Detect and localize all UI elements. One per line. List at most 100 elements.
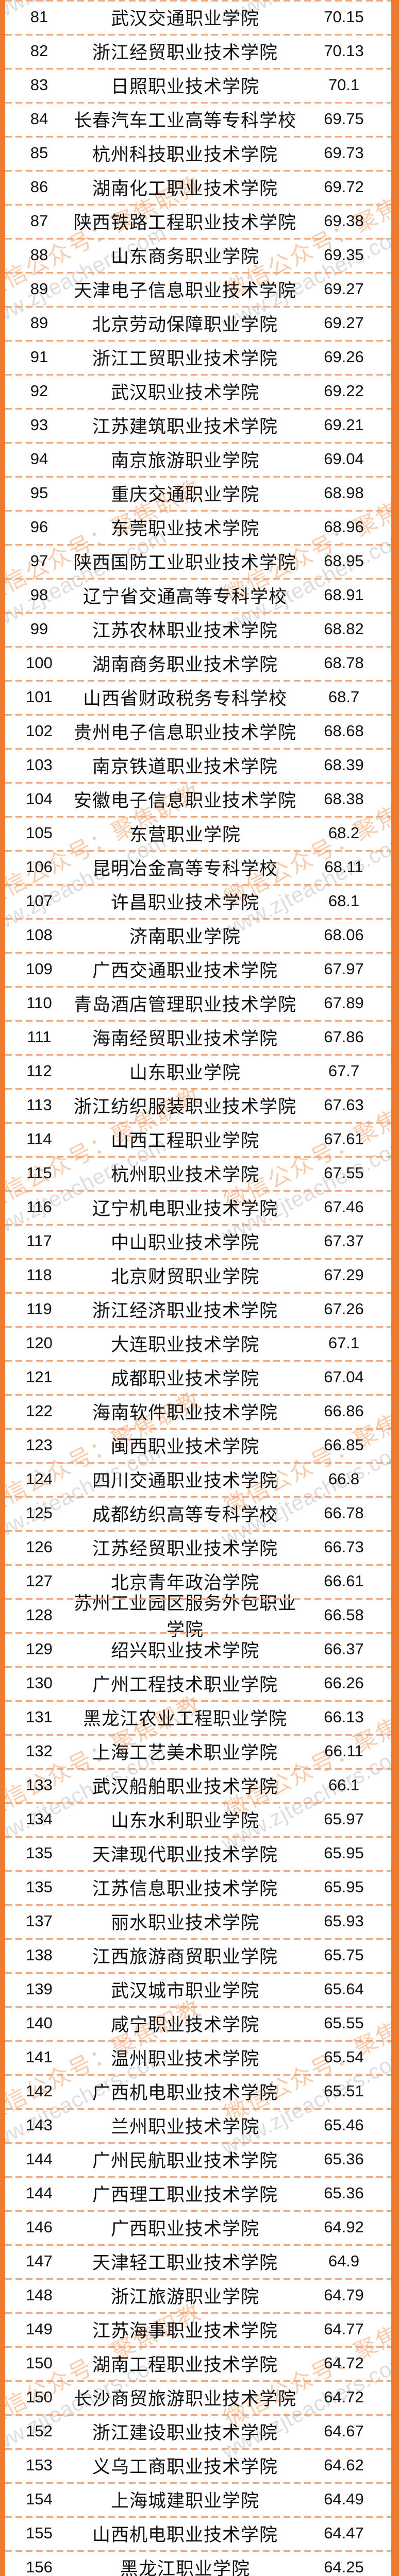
rank-cell: 137 [26, 1912, 53, 1930]
rank-cell: 144 [26, 2150, 53, 2168]
rank-cell: 114 [26, 1130, 52, 1148]
table-row: 113 浙江纺织服装职业技术学院 67.63 [5, 1088, 391, 1122]
rank-cell: 84 [30, 110, 48, 128]
college-name-cell: 成都纺织高等专科学校 [92, 1504, 278, 1525]
score-cell: 64.67 [324, 2422, 364, 2440]
table-row: 140 咸宁职业技术学院 65.55 [5, 2006, 391, 2040]
rank-cell: 125 [26, 1504, 53, 1522]
college-name-cell: 义乌工商职业技术学院 [92, 2456, 278, 2477]
rank-cell: 115 [26, 1164, 52, 1182]
score-cell: 64.92 [324, 2218, 364, 2236]
table-row: 148 浙江旅游职业学院 64.79 [5, 2278, 391, 2312]
rank-cell: 147 [26, 2252, 53, 2270]
score-cell: 66.11 [324, 1742, 363, 1760]
score-cell: 66.86 [324, 1402, 364, 1420]
table-row: 146 广西职业技术学院 64.92 [5, 2210, 391, 2244]
college-name-cell: 北京财贸职业学院 [110, 1266, 259, 1287]
rank-cell: 133 [26, 1776, 53, 1794]
college-name-cell: 绍兴职业技术学院 [110, 1640, 259, 1661]
score-cell: 67.55 [324, 1164, 364, 1182]
table-row: 131 黑龙江农业工程职业学院 66.13 [5, 1700, 391, 1734]
college-name-cell: 天津现代职业技术学院 [92, 1844, 278, 1865]
score-cell: 65.97 [324, 1810, 364, 1828]
score-cell: 64.72 [324, 2388, 364, 2406]
score-cell: 66.73 [324, 1538, 364, 1556]
score-cell: 67.89 [324, 994, 364, 1012]
score-cell: 67.63 [324, 1096, 364, 1114]
score-cell: 64.25 [324, 2558, 364, 2576]
rank-cell: 123 [26, 1436, 53, 1454]
rank-cell: 140 [26, 2014, 53, 2032]
table-row: 105 东营职业学院 68.2 [5, 816, 391, 850]
rank-cell: 82 [30, 42, 48, 60]
rank-cell: 86 [30, 178, 48, 196]
table-row: 134 山东水利职业学院 65.97 [5, 1802, 391, 1836]
college-name-cell: 长沙商贸旅游职业技术学院 [73, 2388, 296, 2409]
college-name-cell: 大连职业技术学院 [110, 1334, 259, 1355]
score-cell: 68.91 [324, 586, 364, 604]
score-cell: 64.49 [324, 2490, 364, 2508]
college-name-cell: 黑龙江职业学院 [120, 2558, 250, 2576]
score-cell: 64.79 [324, 2286, 364, 2304]
score-cell: 64.47 [324, 2524, 364, 2542]
college-name-cell: 江苏信息职业技术学院 [92, 1878, 278, 1899]
rank-cell: 113 [26, 1096, 52, 1114]
score-cell: 64.72 [324, 2354, 364, 2372]
college-name-cell: 安徽电子信息职业技术学院 [73, 790, 296, 811]
score-cell: 65.36 [324, 2150, 364, 2168]
college-name-cell: 青岛酒店管理职业技术学院 [73, 994, 296, 1015]
table-row: 126 江苏经贸职业技术学院 66.73 [5, 1530, 391, 1564]
college-name-cell: 山西工程职业学院 [110, 1130, 259, 1151]
rank-cell: 106 [26, 858, 53, 876]
college-name-cell: 广州民航职业技术学院 [92, 2150, 278, 2171]
table-row: 115 杭州职业技术学院 67.55 [5, 1156, 391, 1190]
college-name-cell: 北京青年政治学院 [110, 1572, 259, 1593]
score-cell: 68.96 [324, 518, 364, 536]
table-row: 123 闽西职业技术学院 66.85 [5, 1428, 391, 1462]
rank-cell: 89 [30, 314, 48, 332]
rank-cell: 98 [30, 586, 48, 604]
rank-cell: 154 [26, 2490, 53, 2508]
college-name-cell: 武汉船舶职业技术学院 [92, 1776, 278, 1797]
score-cell: 66.26 [324, 1674, 364, 1692]
score-cell: 70.1 [328, 76, 360, 94]
score-cell: 68.95 [324, 552, 364, 570]
score-cell: 67.26 [324, 1300, 364, 1318]
college-name-cell: 陕西铁路工程职业技术学院 [73, 212, 296, 233]
college-name-cell: 广西机电职业技术学院 [92, 2082, 278, 2103]
table-row: 108 济南职业学院 68.06 [5, 918, 391, 952]
score-cell: 65.95 [324, 1878, 364, 1896]
score-cell: 69.27 [324, 280, 364, 298]
table-row: 95 重庆交通职业学院 68.98 [5, 476, 391, 510]
college-name-cell: 贵州电子信息职业技术学院 [73, 722, 296, 743]
table-row: 111 海南经贸职业技术学院 67.86 [5, 1020, 391, 1054]
rank-cell: 94 [30, 450, 48, 468]
college-name-cell: 南京旅游职业学院 [110, 450, 259, 471]
college-name-cell: 昆明冶金高等专科学校 [92, 858, 278, 879]
table-row: 96 东莞职业技术学院 68.96 [5, 510, 391, 544]
college-name-cell: 四川交通职业技术学院 [92, 1470, 278, 1491]
table-row: 142 广西机电职业技术学院 65.51 [5, 2074, 391, 2108]
score-cell: 69.75 [324, 110, 364, 128]
rank-cell: 141 [26, 2048, 53, 2066]
college-name-cell: 湖南化工职业技术学院 [92, 178, 278, 199]
rank-cell: 144 [26, 2184, 53, 2202]
college-name-cell: 重庆交通职业学院 [110, 484, 259, 505]
rank-cell: 119 [26, 1300, 52, 1318]
table-row: 138 江西旅游商贸职业学院 65.75 [5, 1938, 391, 1972]
college-name-cell: 杭州科技职业技术学院 [92, 144, 278, 165]
rank-cell: 135 [26, 1844, 53, 1862]
score-cell: 64.62 [324, 2456, 364, 2474]
score-cell: 65.54 [324, 2048, 364, 2066]
table-row: 103 南京铁道职业技术学院 68.39 [5, 748, 391, 782]
rank-cell: 150 [26, 2354, 53, 2372]
college-name-cell: 成都职业技术学院 [110, 1368, 259, 1389]
college-name-cell: 海南经贸职业技术学院 [92, 1028, 278, 1049]
rank-cell: 146 [26, 2218, 53, 2236]
table-row: 118 北京财贸职业学院 67.29 [5, 1258, 391, 1292]
rank-cell: 89 [30, 280, 48, 298]
table-row: 132 上海工艺美术职业学院 66.11 [5, 1734, 391, 1768]
rank-cell: 83 [30, 76, 48, 94]
college-name-cell: 湖南工程职业技术学院 [92, 2354, 278, 2375]
college-name-cell: 兰州职业技术学院 [110, 2116, 259, 2137]
